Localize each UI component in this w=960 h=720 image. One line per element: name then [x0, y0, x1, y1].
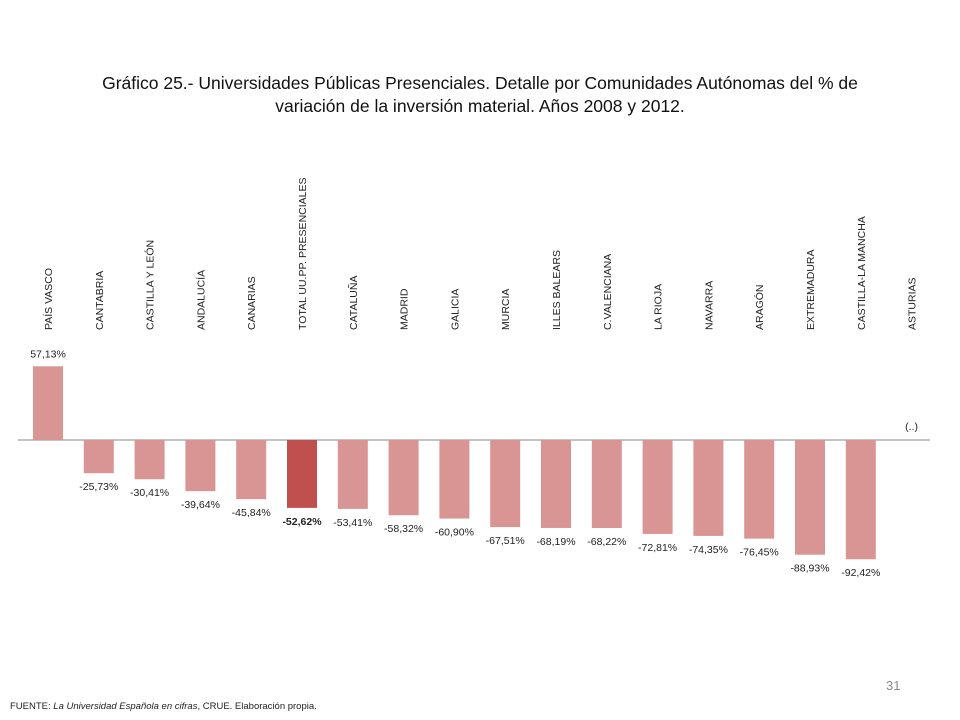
category-label: ASTURIAS: [907, 277, 919, 330]
bar: [134, 440, 165, 480]
bar: [490, 440, 521, 528]
bar: [388, 440, 419, 516]
bar: [287, 440, 317, 508]
chart-title: Gráfico 25.- Universidades Públicas Pres…: [60, 72, 900, 118]
data-label: -25,73%: [79, 481, 118, 493]
data-label: -76,45%: [740, 547, 779, 559]
bar: [642, 440, 673, 534]
source-prefix: FUENTE:: [10, 701, 54, 712]
category-label: CASTILLA-LA MANCHA: [856, 216, 868, 330]
data-label: -88,93%: [790, 563, 829, 575]
bar: [693, 440, 724, 536]
category-label: LA RIOJA: [653, 284, 665, 330]
bar: [591, 440, 622, 529]
bar: [845, 440, 876, 560]
category-label: MURCIA: [500, 289, 512, 330]
bar: [439, 440, 470, 519]
page-number: 31: [886, 678, 901, 693]
category-label: PAÍS VASCO: [42, 268, 55, 330]
data-label: -92,42%: [841, 567, 880, 579]
data-label: -68,19%: [536, 536, 575, 548]
data-label: -45,84%: [232, 507, 271, 519]
bar: [541, 440, 571, 528]
category-label: C.VALENCIANA: [602, 254, 614, 330]
data-label: -60,90%: [435, 527, 474, 539]
data-label: -74,35%: [689, 544, 728, 556]
data-label: -30,41%: [130, 487, 169, 499]
category-label: EXTREMADURA: [805, 249, 817, 330]
bar: [83, 440, 114, 474]
category-label: CANARIAS: [246, 276, 258, 330]
category-label: CATALUÑA: [347, 276, 360, 330]
data-label: -67,51%: [486, 535, 525, 547]
data-label: -53,41%: [333, 517, 372, 529]
data-label: -68,22%: [587, 536, 626, 548]
data-label: (..): [905, 421, 918, 433]
data-label: -72,81%: [638, 542, 677, 554]
category-label: CASTILLA Y LEÓN: [144, 240, 157, 330]
bar: [185, 440, 216, 492]
chart-title-line-1: Gráfico 25.- Universidades Públicas Pres…: [102, 73, 858, 93]
chart-title-line-2: variación de la inversión material. Años…: [275, 96, 685, 116]
category-label: CANTABRIA: [94, 271, 106, 330]
category-label: ARAGÓN: [753, 284, 766, 330]
category-label: ANDALUCÍA: [194, 270, 207, 330]
data-label: 57,13%: [30, 348, 66, 360]
source-note: FUENTE: La Universidad Española en cifra…: [10, 701, 317, 712]
category-label: ILLES BALEARS: [551, 250, 563, 330]
source-suffix: , CRUE. Elaboración propia.: [197, 701, 317, 712]
bar: [236, 440, 267, 500]
data-label: -52,62%: [282, 516, 322, 528]
category-label: MADRID: [399, 288, 411, 330]
category-label: TOTAL UU.PP. PRESENCIALES: [297, 178, 309, 331]
category-label: NAVARRA: [703, 281, 715, 330]
bar: [744, 440, 775, 539]
source-title: La Universidad Española en cifras: [53, 701, 198, 712]
bar: [795, 440, 825, 555]
bar: [33, 366, 63, 440]
bar: [337, 440, 368, 509]
category-label: GALICIA: [449, 289, 461, 330]
data-label: -58,32%: [384, 523, 423, 535]
data-label: -39,64%: [181, 499, 220, 511]
